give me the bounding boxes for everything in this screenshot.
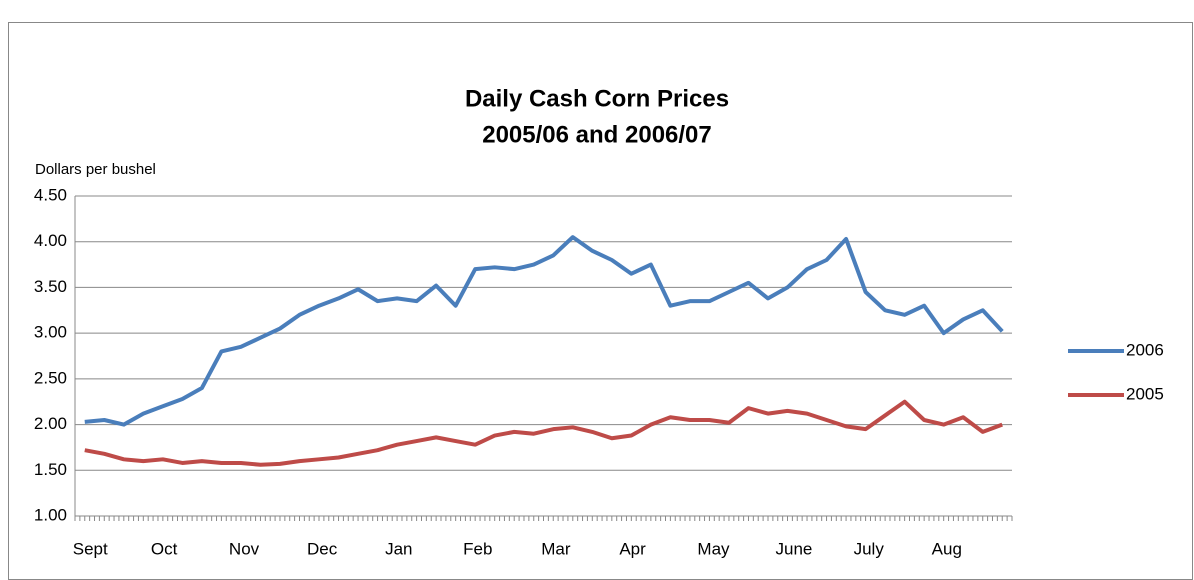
x-tick-label: Jan xyxy=(385,539,412,558)
x-tick-label: Mar xyxy=(541,539,571,558)
x-tick-label: June xyxy=(776,539,813,558)
chart-subtitle: 2005/06 and 2006/07 xyxy=(482,121,712,148)
x-tick-label: Aug xyxy=(932,539,962,558)
x-tick-label: July xyxy=(854,539,885,558)
x-tick-label: Apr xyxy=(619,539,646,558)
y-tick-label: 2.50 xyxy=(34,368,67,387)
legend-label: 2005 xyxy=(1126,384,1164,403)
x-tick-label: Feb xyxy=(463,539,492,558)
chart-border xyxy=(8,22,1193,580)
y-tick-label: 1.00 xyxy=(34,505,67,524)
y-tick-label: 4.00 xyxy=(34,231,67,250)
x-tick-label: Sept xyxy=(73,539,108,558)
y-tick-label: 1.50 xyxy=(34,460,67,479)
y-tick-label: 3.50 xyxy=(34,277,67,296)
y-tick-label: 3.00 xyxy=(34,323,67,342)
x-tick-label: May xyxy=(697,539,730,558)
legend-label: 2006 xyxy=(1126,340,1164,359)
line-series xyxy=(84,399,1003,467)
y-tick-label: 4.50 xyxy=(34,185,67,204)
x-tick-label: Oct xyxy=(151,539,178,558)
y-axis-label: Dollars per bushel xyxy=(35,161,156,178)
chart-title: Daily Cash Corn Prices xyxy=(465,85,729,112)
x-tick-label: Dec xyxy=(307,539,338,558)
x-tick-label: Nov xyxy=(229,539,260,558)
y-tick-label: 2.00 xyxy=(34,414,67,433)
line-series xyxy=(84,235,1004,427)
